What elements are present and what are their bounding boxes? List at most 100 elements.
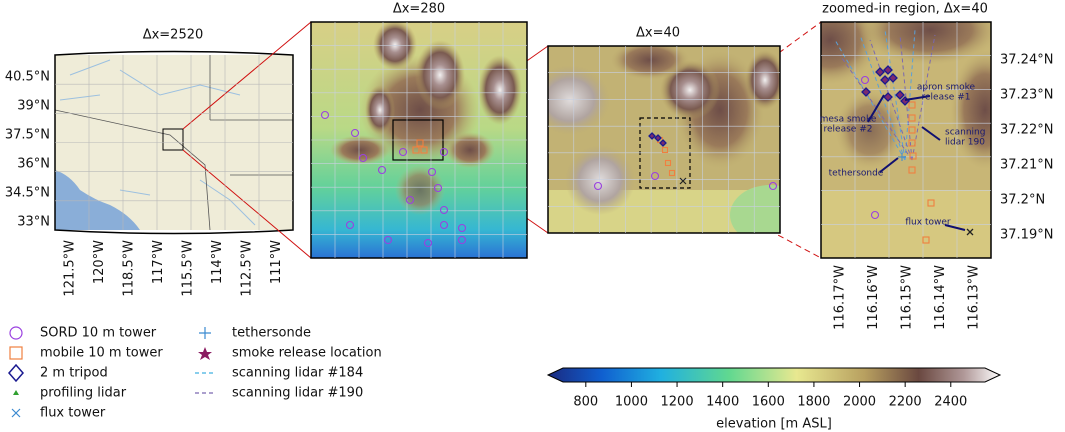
lat-label: 37.5°N bbox=[5, 128, 50, 143]
lat-label: 37.21°N bbox=[1000, 158, 1053, 173]
colorbar-tick-label: 2400 bbox=[934, 395, 967, 410]
sord-tower-marker bbox=[439, 220, 449, 230]
sord-tower-marker bbox=[320, 110, 330, 120]
sord-tower-marker bbox=[377, 165, 387, 175]
legend-label: tethersonde bbox=[232, 326, 311, 341]
mobile-tower-marker bbox=[908, 114, 916, 122]
panel-title: Δx=40 bbox=[636, 26, 680, 41]
sord-tower-marker bbox=[860, 75, 870, 85]
lon-label: 116.14°W bbox=[933, 265, 948, 330]
annotation-arrow bbox=[867, 94, 885, 123]
lon-label: 116.15°W bbox=[900, 265, 915, 330]
annotation-arrow bbox=[879, 157, 899, 173]
legend-label: 2 m tripod bbox=[40, 366, 108, 381]
legend-label: SORD 10 m tower bbox=[40, 326, 157, 341]
mobile-tower-marker bbox=[922, 236, 930, 244]
annotation: lidar 190 bbox=[945, 138, 985, 148]
lat-label: 36°N bbox=[17, 157, 50, 172]
lon-label: 116.17°W bbox=[833, 265, 848, 330]
lon-label: 115.5°W bbox=[181, 240, 196, 297]
lat-label: 39°N bbox=[17, 99, 50, 114]
lat-label: 37.24°N bbox=[1000, 53, 1053, 68]
tripod-marker bbox=[861, 87, 871, 97]
mobile-tower-marker bbox=[661, 146, 669, 154]
panel-title: Δx=280 bbox=[393, 2, 445, 17]
annotation: tethersonde bbox=[829, 169, 884, 179]
mobile-tower-marker bbox=[908, 126, 916, 134]
sord-tower-marker bbox=[439, 205, 449, 215]
tripod-marker bbox=[895, 90, 905, 100]
tripod-marker bbox=[880, 75, 890, 85]
map-panel-2 bbox=[311, 22, 527, 258]
sord-tower-marker bbox=[457, 223, 467, 233]
colorbar-tick-label: 2000 bbox=[843, 395, 876, 410]
tripod-marker bbox=[883, 65, 893, 75]
mobile-tower-marker bbox=[420, 146, 428, 154]
mobile-tower-marker bbox=[668, 169, 676, 177]
lon-label: 116.13°W bbox=[967, 265, 982, 330]
legend-label: mobile 10 m tower bbox=[40, 346, 163, 361]
lon-label: 121.5°W bbox=[63, 240, 78, 297]
colorbar-tick-label: 1000 bbox=[615, 395, 648, 410]
lat-label: 34.5°N bbox=[5, 186, 50, 201]
sord-tower-marker bbox=[345, 220, 355, 230]
sord-tower-marker bbox=[398, 147, 408, 157]
legend-label: smoke release location bbox=[232, 346, 382, 361]
legend-label: scanning lidar #184 bbox=[232, 366, 363, 381]
panel-title: Δx=2520 bbox=[143, 28, 204, 43]
legend-label: flux tower bbox=[40, 406, 106, 421]
tripod-marker bbox=[648, 132, 656, 140]
sord-tower-marker bbox=[593, 181, 603, 191]
annotation: release #1 bbox=[922, 93, 971, 103]
colorbar bbox=[546, 367, 1002, 383]
legend-label: profiling lidar bbox=[40, 386, 127, 401]
sord-tower-marker bbox=[427, 167, 437, 177]
sord-tower-marker bbox=[423, 238, 433, 248]
flux-marker bbox=[679, 177, 687, 185]
sord-tower-marker bbox=[439, 147, 449, 157]
colorbar-tick-label: 800 bbox=[573, 395, 598, 410]
annotation-arrow bbox=[944, 224, 966, 231]
annotation-arrow bbox=[921, 126, 941, 141]
mobile-tower-marker bbox=[908, 139, 916, 147]
sord-tower-marker bbox=[870, 210, 880, 220]
sord-tower-marker bbox=[650, 171, 660, 181]
legend-label: scanning lidar #190 bbox=[232, 386, 363, 401]
mobile-tower-marker bbox=[664, 159, 672, 167]
tripod-marker bbox=[659, 139, 667, 147]
mobile-tower-marker bbox=[412, 146, 420, 154]
sord-tower-marker bbox=[383, 235, 393, 245]
annotation: release #2 bbox=[824, 125, 873, 135]
panel-title: zoomed-in region, Δx=40 bbox=[822, 2, 988, 17]
sord-tower-marker bbox=[768, 181, 778, 191]
mobile-tower-marker bbox=[927, 199, 935, 207]
tripod-marker bbox=[654, 134, 662, 142]
map-panel-4 bbox=[821, 22, 991, 258]
sord-tower-marker bbox=[358, 153, 368, 163]
mobile-tower-marker bbox=[908, 166, 916, 174]
lat-label: 37.23°N bbox=[1000, 88, 1053, 103]
tripod-marker bbox=[883, 92, 893, 102]
sord-tower-marker bbox=[350, 128, 360, 138]
lon-label: 111°W bbox=[269, 240, 284, 284]
map-panel-3 bbox=[548, 46, 780, 233]
colorbar-label: elevation [m ASL] bbox=[716, 417, 832, 432]
mobile-tower-marker bbox=[908, 101, 916, 109]
tripod-marker bbox=[888, 73, 898, 83]
lat-label: 37.22°N bbox=[1000, 123, 1053, 138]
flux-marker bbox=[966, 228, 974, 236]
colorbar-tick-label: 1800 bbox=[797, 395, 830, 410]
lon-label: 116.16°W bbox=[866, 265, 881, 330]
sord-tower-marker bbox=[405, 195, 415, 205]
mobile-tower-marker bbox=[416, 139, 424, 147]
sord-tower-marker bbox=[457, 235, 467, 245]
colorbar-tick-label: 1600 bbox=[752, 395, 785, 410]
lon-label: 114°W bbox=[210, 240, 225, 284]
tethersonde-marker bbox=[898, 153, 906, 161]
colorbar-tick-label: 1200 bbox=[661, 395, 694, 410]
sord-tower-marker bbox=[433, 183, 443, 193]
lat-label: 40.5°N bbox=[5, 70, 50, 85]
annotation-arrow bbox=[904, 95, 931, 101]
annotation: scanning bbox=[945, 128, 985, 138]
